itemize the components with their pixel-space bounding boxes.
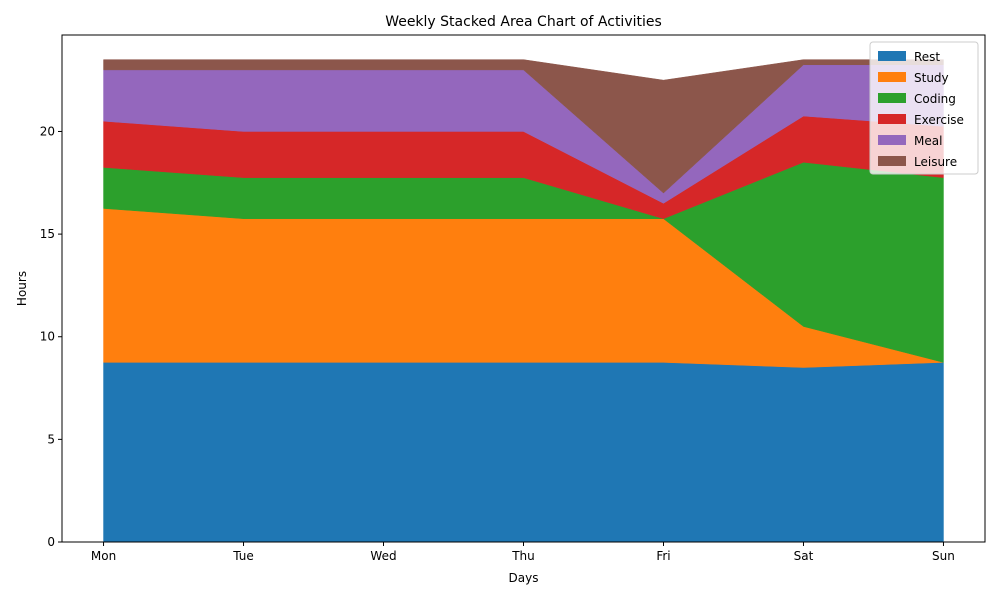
chart-title: Weekly Stacked Area Chart of Activities bbox=[385, 14, 662, 30]
legend-label-study: Study bbox=[914, 71, 949, 85]
x-tick-label: Sat bbox=[794, 549, 814, 563]
area-rest bbox=[103, 362, 944, 543]
y-tick-label: 20 bbox=[40, 124, 55, 138]
y-tick-label: 10 bbox=[40, 330, 55, 344]
legend-swatch-rest bbox=[878, 51, 906, 61]
legend-label-meal: Meal bbox=[914, 134, 942, 148]
y-axis: 0 5 10 15 20 bbox=[40, 124, 62, 549]
x-tick-label: Mon bbox=[91, 549, 116, 563]
x-tick-label: Tue bbox=[232, 549, 254, 563]
legend-label-exercise: Exercise bbox=[914, 113, 964, 127]
legend-swatch-exercise bbox=[878, 114, 906, 124]
legend-label-leisure: Leisure bbox=[914, 155, 957, 169]
area-layer bbox=[103, 59, 944, 543]
x-tick-label: Sun bbox=[932, 549, 955, 563]
x-tick-label: Fri bbox=[656, 549, 670, 563]
legend: Rest Study Coding Exercise Meal Leisure bbox=[869, 41, 979, 175]
legend-swatch-leisure bbox=[878, 156, 906, 166]
x-axis-label: Days bbox=[509, 571, 539, 585]
y-tick-label: 15 bbox=[40, 227, 55, 241]
x-axis: Mon Tue Wed Thu Fri Sat Sun bbox=[91, 542, 955, 563]
legend-label-coding: Coding bbox=[914, 92, 956, 106]
y-tick-label: 0 bbox=[47, 535, 55, 549]
y-tick-label: 5 bbox=[47, 432, 55, 446]
legend-swatch-meal bbox=[878, 135, 906, 145]
x-tick-label: Wed bbox=[370, 549, 396, 563]
y-axis-label: Hours bbox=[15, 271, 29, 306]
legend-label-rest: Rest bbox=[914, 50, 940, 64]
legend-swatch-study bbox=[878, 72, 906, 82]
x-tick-label: Thu bbox=[511, 549, 535, 563]
legend-swatch-coding bbox=[878, 93, 906, 103]
